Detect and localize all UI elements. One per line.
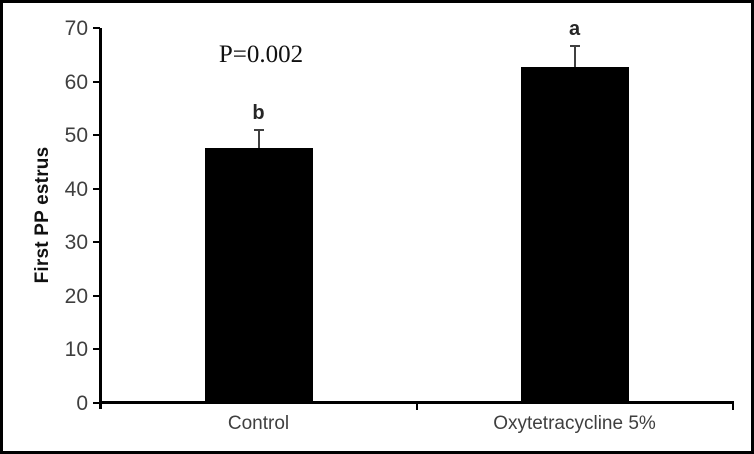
category-label: Oxytetracycline 5% — [493, 413, 656, 434]
p-value-annotation: P=0.002 — [218, 41, 304, 68]
bar-control — [204, 148, 313, 403]
error-bar-cap — [253, 128, 264, 131]
y-tick-mark — [93, 348, 100, 350]
y-tick-mark — [93, 134, 100, 136]
x-axis-line — [99, 401, 734, 404]
y-tick-label: 20 — [64, 284, 88, 308]
error-bar-line — [573, 45, 576, 68]
y-tick-mark — [93, 80, 100, 83]
y-tick-label: 10 — [64, 338, 88, 361]
error-bar-cap — [569, 44, 580, 47]
y-tick-label: 50 — [64, 124, 88, 147]
y-tick-label: 30 — [64, 231, 88, 254]
y-tick-mark — [93, 241, 100, 243]
bar-oxytetracycline-5- — [520, 67, 629, 403]
y-axis-line — [99, 28, 102, 409]
category-label: Control — [227, 413, 290, 434]
error-bar-line — [257, 129, 260, 149]
y-tick-mark — [93, 27, 100, 29]
y-tick-mark — [93, 294, 100, 297]
y-tick-label: 40 — [64, 177, 88, 201]
y-tick-label: 70 — [64, 17, 88, 40]
y-tick-label: 0 — [76, 391, 88, 415]
significance-letter: a — [568, 17, 581, 40]
significance-letter: b — [252, 101, 265, 124]
y-tick-mark — [93, 187, 100, 190]
y-axis-title: First PP estrus — [32, 146, 53, 284]
y-tick-label: 60 — [64, 70, 88, 94]
x-tick-mark — [415, 404, 418, 410]
y-tick-mark — [93, 401, 100, 404]
x-tick-mark — [731, 404, 734, 410]
